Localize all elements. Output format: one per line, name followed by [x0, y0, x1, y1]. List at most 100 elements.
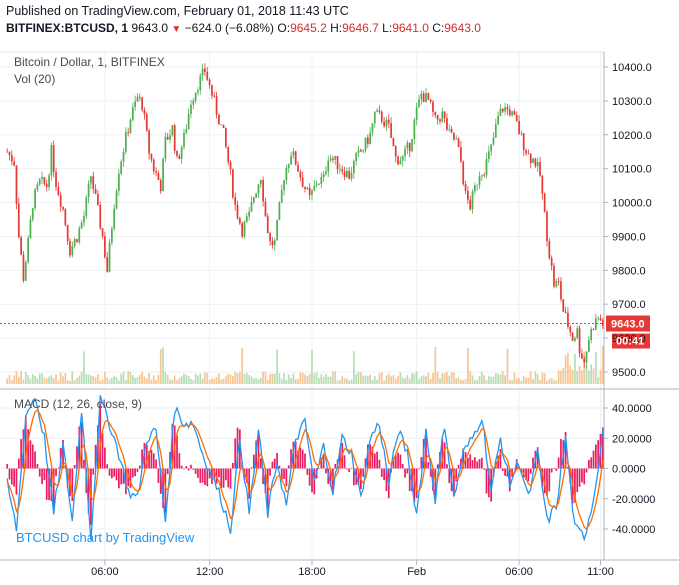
histogram-bar	[350, 467, 353, 469]
candle-body	[276, 219, 278, 241]
candle-body	[57, 186, 60, 195]
candle-body	[201, 68, 204, 76]
candle-body	[248, 211, 251, 217]
histogram-bar	[104, 447, 106, 469]
candle-body	[229, 161, 232, 170]
candle-body	[513, 111, 516, 116]
candle-body	[408, 142, 411, 152]
time-tick-label: Feb	[407, 566, 426, 578]
candle-body	[250, 202, 253, 212]
histogram-bar	[476, 461, 479, 469]
candle-body	[311, 190, 313, 196]
candle-body	[571, 332, 574, 341]
histogram-bar	[318, 468, 320, 469]
candle-body	[162, 158, 164, 192]
candle-body	[45, 183, 48, 188]
candle-body	[446, 118, 448, 130]
candle-body	[257, 184, 260, 194]
candle-body	[264, 201, 267, 217]
volume-bar	[136, 377, 139, 384]
volume-bar	[415, 371, 418, 384]
volume-bar	[78, 375, 81, 384]
histogram-bar	[38, 468, 41, 477]
volume-bar	[390, 376, 392, 384]
candle-body	[467, 190, 469, 200]
volume-bar	[362, 375, 365, 384]
candle-body	[494, 124, 497, 138]
candle-body	[515, 115, 518, 121]
volume-bar	[227, 373, 230, 384]
histogram-bar	[513, 468, 516, 470]
candle-body	[185, 129, 188, 133]
candle-body	[525, 150, 527, 154]
volume-bar	[280, 378, 283, 384]
histogram-bar	[201, 468, 204, 483]
volume-bars	[6, 346, 604, 384]
candle-body	[104, 236, 106, 258]
candle-body	[269, 233, 271, 242]
candle-body	[225, 128, 227, 147]
histogram-bar	[78, 426, 81, 469]
candle-body	[283, 180, 285, 191]
candle-body	[315, 184, 318, 186]
volume-bar	[106, 377, 109, 384]
candle-body	[506, 107, 509, 110]
candle-body	[448, 128, 451, 130]
histogram-bar	[180, 465, 183, 469]
candle-body	[492, 137, 495, 145]
histogram-bar	[245, 468, 248, 483]
candle-body	[8, 151, 11, 156]
histogram-bar	[29, 440, 32, 469]
volume-bar	[487, 376, 490, 384]
candle-body	[427, 93, 430, 100]
volume-bar	[180, 376, 183, 384]
volume-bar	[332, 371, 334, 384]
histogram-bar	[285, 468, 288, 487]
volume-bar	[269, 373, 271, 384]
volume-bar	[8, 375, 11, 384]
histogram-bar	[343, 455, 346, 469]
volume-bar	[55, 374, 57, 384]
volume-bar	[585, 366, 588, 384]
volume-bar	[401, 377, 404, 384]
histogram-bar	[62, 439, 64, 469]
volume-bar	[325, 373, 327, 384]
volume-bar	[194, 373, 197, 384]
candle-body	[150, 153, 153, 160]
symbol-name[interactable]: BITFINEX:BTCUSD, 1	[6, 21, 129, 35]
volume-bar	[199, 373, 202, 384]
volume-bar	[206, 373, 209, 384]
last-price-tag	[606, 315, 650, 332]
volume-bar	[6, 378, 9, 384]
volume-bar	[113, 375, 116, 384]
candle-body	[273, 240, 276, 246]
candle-body	[266, 216, 269, 234]
candle-body	[55, 172, 57, 187]
histogram-bar	[560, 439, 562, 469]
histogram-bar	[52, 468, 55, 511]
histogram-bar	[434, 468, 437, 499]
volume-bar	[539, 380, 541, 384]
candle-body	[252, 197, 255, 203]
volume-bar	[371, 379, 374, 384]
candle-body	[271, 241, 274, 246]
volume-bar	[94, 377, 97, 384]
volume-bar	[250, 376, 253, 384]
histogram-bar	[546, 468, 548, 496]
candle-body	[555, 281, 558, 287]
candle-body	[66, 224, 69, 241]
low-value: 9641.0	[392, 21, 429, 35]
candle-body	[334, 156, 337, 160]
histogram-bar	[504, 468, 506, 476]
candle-body	[574, 337, 576, 341]
price-candles[interactable]	[6, 63, 604, 369]
volume-bar	[522, 375, 525, 384]
histogram-bar	[150, 449, 153, 469]
volume-bar	[322, 376, 325, 384]
candle-body	[213, 95, 216, 97]
candle-body	[464, 184, 467, 191]
volume-bar	[588, 370, 590, 384]
histogram-bar	[297, 450, 299, 469]
histogram-bar	[222, 468, 225, 488]
